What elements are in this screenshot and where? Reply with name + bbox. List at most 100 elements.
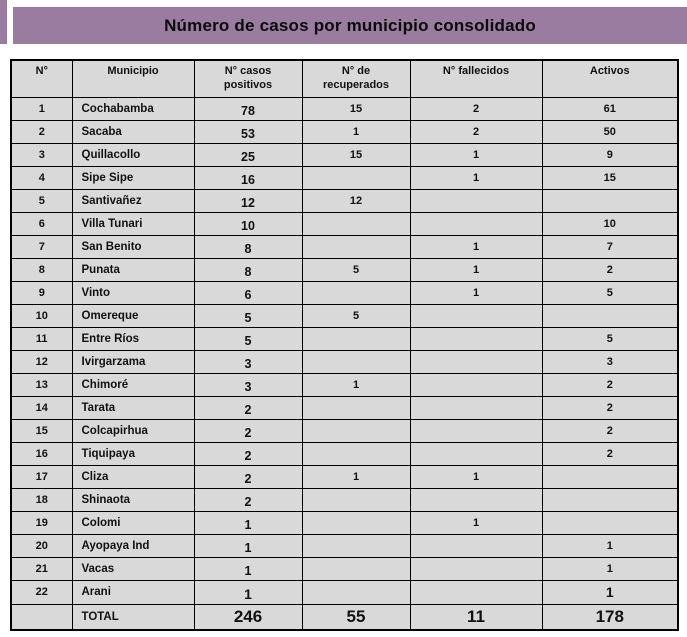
cell-recuperados [301, 234, 411, 259]
cell-numero: 22 [10, 579, 73, 605]
cell-fallecidos [409, 441, 543, 466]
table-row: 19 Colomi 1 1 [10, 510, 679, 535]
cell-numero: 3 [10, 142, 73, 167]
cell-recuperados [301, 556, 411, 581]
cell-positivos: 2 [193, 418, 303, 443]
cell-numero: 17 [10, 464, 73, 489]
cell-recuperados [301, 533, 411, 558]
cell-municipio: Ayopaya Ind [71, 533, 195, 558]
cell-municipio: Tarata [71, 395, 195, 420]
cell-recuperados: 1 [301, 464, 411, 489]
cell-recuperados [301, 165, 411, 190]
cell-positivos: 6 [193, 280, 303, 305]
table-row: 22 Arani 1 1 [10, 579, 679, 605]
table-row: 2 Sacaba 53 1 2 50 [10, 119, 679, 144]
table-row: 8 Punata 8 5 1 2 [10, 257, 679, 282]
total-label: TOTAL [71, 603, 195, 631]
header-activos: Activos [541, 59, 679, 98]
cell-numero: 8 [10, 257, 73, 282]
total-activos: 178 [541, 603, 679, 631]
cell-municipio: Vacas [71, 556, 195, 581]
total-recuperados: 55 [301, 603, 411, 631]
cell-numero: 12 [10, 349, 73, 374]
header-municipio: Municipio [71, 59, 195, 98]
table-body: 1 Cochabamba 78 15 2 61 2 Sacaba 53 1 2 … [10, 96, 679, 605]
table-row: 14 Tarata 2 2 [10, 395, 679, 420]
cell-activos: 5 [541, 326, 679, 351]
header-row: N° Municipio N° casos positivos N° de re… [10, 59, 679, 98]
table-row: 9 Vinto 6 1 5 [10, 280, 679, 305]
cell-positivos: 1 [193, 533, 303, 558]
cell-activos [541, 188, 679, 213]
cell-municipio: Villa Tunari [71, 211, 195, 236]
cell-numero: 19 [10, 510, 73, 535]
cell-numero: 11 [10, 326, 73, 351]
cell-activos [541, 487, 679, 512]
cell-fallecidos: 1 [409, 280, 543, 305]
cell-positivos: 2 [193, 464, 303, 489]
cell-activos: 1 [541, 579, 679, 605]
cell-numero: 10 [10, 303, 73, 328]
title-banner: Número de casos por municipio consolidad… [13, 7, 687, 44]
cell-positivos: 3 [193, 349, 303, 374]
cell-recuperados [301, 418, 411, 443]
cell-recuperados [301, 487, 411, 512]
cell-recuperados [301, 441, 411, 466]
header-recuperados: N° de recuperados [301, 59, 411, 98]
total-cell-n [10, 603, 73, 631]
cell-municipio: Colcapirhua [71, 418, 195, 443]
cell-positivos: 5 [193, 303, 303, 328]
table-row: 4 Sipe Sipe 16 1 15 [10, 165, 679, 190]
cell-fallecidos: 1 [409, 510, 543, 535]
cell-positivos: 53 [193, 119, 303, 144]
cell-activos: 7 [541, 234, 679, 259]
cell-activos: 10 [541, 211, 679, 236]
table-row: 10 Omereque 5 5 [10, 303, 679, 328]
cell-municipio: Vinto [71, 280, 195, 305]
cell-municipio: Arani [71, 579, 195, 605]
total-positivos: 246 [193, 603, 303, 631]
cell-fallecidos [409, 487, 543, 512]
cell-numero: 1 [10, 96, 73, 121]
cell-activos: 1 [541, 533, 679, 558]
cell-activos: 9 [541, 142, 679, 167]
cell-fallecidos [409, 579, 543, 605]
cell-activos [541, 303, 679, 328]
cell-fallecidos: 1 [409, 234, 543, 259]
cell-numero: 6 [10, 211, 73, 236]
cell-municipio: Entre Ríos [71, 326, 195, 351]
cell-numero: 18 [10, 487, 73, 512]
table-row: 21 Vacas 1 1 [10, 556, 679, 581]
cell-recuperados [301, 395, 411, 420]
cell-municipio: Tiquipaya [71, 441, 195, 466]
cell-positivos: 2 [193, 487, 303, 512]
cell-activos: 2 [541, 395, 679, 420]
cell-municipio: San Benito [71, 234, 195, 259]
cell-recuperados [301, 211, 411, 236]
cell-municipio: Sipe Sipe [71, 165, 195, 190]
table-row: 11 Entre Ríos 5 5 [10, 326, 679, 351]
cell-fallecidos [409, 418, 543, 443]
cell-activos: 61 [541, 96, 679, 121]
cell-numero: 14 [10, 395, 73, 420]
cell-positivos: 8 [193, 257, 303, 282]
cell-fallecidos [409, 303, 543, 328]
cell-activos [541, 464, 679, 489]
cell-fallecidos: 1 [409, 142, 543, 167]
cell-fallecidos [409, 395, 543, 420]
cell-fallecidos: 1 [409, 165, 543, 190]
cell-municipio: Punata [71, 257, 195, 282]
cell-recuperados [301, 349, 411, 374]
cell-recuperados: 15 [301, 96, 411, 121]
cell-positivos: 1 [193, 556, 303, 581]
table-row: 7 San Benito 8 1 7 [10, 234, 679, 259]
table-header: N° Municipio N° casos positivos N° de re… [10, 59, 679, 98]
cell-positivos: 16 [193, 165, 303, 190]
cell-positivos: 8 [193, 234, 303, 259]
table-footer: TOTAL 246 55 11 178 [10, 603, 679, 631]
cell-fallecidos: 2 [409, 96, 543, 121]
cell-activos: 50 [541, 119, 679, 144]
total-row: TOTAL 246 55 11 178 [10, 603, 679, 631]
header-fallecidos: N° fallecidos [409, 59, 543, 98]
